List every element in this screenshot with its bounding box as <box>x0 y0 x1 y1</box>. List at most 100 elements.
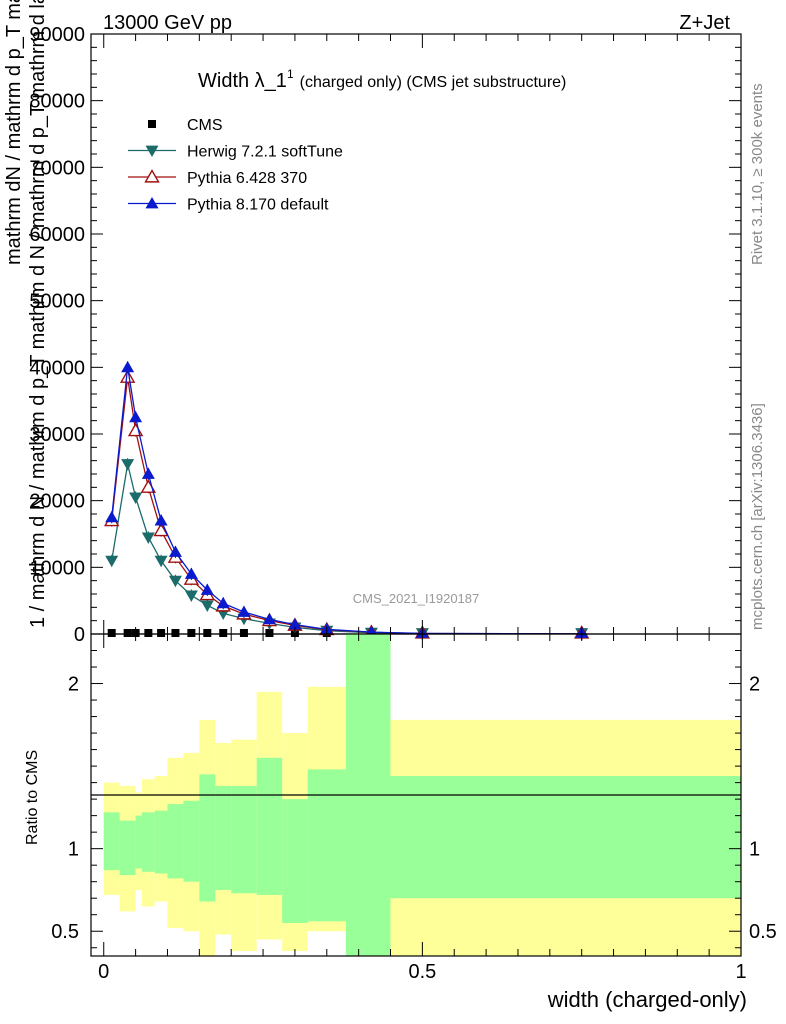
ratio-axis-ticks: 0.5 0.51 12 20 0.5 1 <box>51 634 777 983</box>
x-axis-label: width (charged-only) <box>547 987 747 1012</box>
data-point <box>288 618 302 630</box>
data-point <box>144 629 153 637</box>
data-point <box>168 575 182 588</box>
main-axis-ticks: 0 10000 20000 30000 40000 50000 60000 70000 8000… <box>29 24 742 646</box>
x-tick-label: 0.5 <box>408 961 436 983</box>
analysis-watermark: CMS_2021_I1920187 <box>353 591 480 606</box>
data-point <box>187 629 196 637</box>
main-y-tick-label: 70000 <box>29 157 85 179</box>
data-point <box>184 590 198 602</box>
data-point <box>105 555 119 568</box>
ratio-green-band <box>103 812 120 871</box>
data-point <box>219 629 228 637</box>
series-pythia-6-428-370 <box>104 369 590 640</box>
legend-marker <box>148 120 156 128</box>
ratio-plot-frame <box>90 633 742 957</box>
ratio-green-band <box>215 785 232 890</box>
plot-title: Width λ_11 (charged only) (CMS jet substr… <box>198 67 566 92</box>
legend-marker <box>145 145 159 157</box>
legend-label: Pythia 6.428 370 <box>187 170 307 187</box>
ratio-panel: 0.5 0.51 12 20 0.5 1 Ratio to CMS width (char… <box>24 633 777 1012</box>
plot-title-main: Width λ_1 <box>198 70 287 92</box>
ratio-green-band <box>256 757 283 895</box>
data-point <box>121 360 135 373</box>
ratio-green-band <box>119 820 136 876</box>
ratio-y-tick-label: 2 <box>68 674 79 696</box>
data-point <box>203 629 212 637</box>
header-process-label: Z+Jet <box>679 12 730 34</box>
legend-label: CMS <box>187 117 223 134</box>
legend-label: Herwig 7.2.1 softTune <box>187 144 343 161</box>
main-y-tick-label: 30000 <box>29 424 85 446</box>
main-panel: CMS_2021_I1920187 0 10000 20000 30000 40000 5… <box>3 0 742 646</box>
data-point <box>129 492 143 504</box>
data-point <box>154 555 168 568</box>
ratio-green-band <box>183 800 200 882</box>
ratio-green-band <box>135 815 142 869</box>
ratio-y-tick-label: 0.5 <box>51 921 79 943</box>
ratio-green-band <box>199 774 216 902</box>
ratio-y-tick-label-right: 0.5 <box>749 921 777 943</box>
rivet-version-label: Rivet 3.1.10, ≥ 300k events <box>749 83 766 265</box>
plot-title-superscript: 1 <box>287 67 294 81</box>
data-point <box>119 369 136 383</box>
legend-marker <box>145 197 159 209</box>
series-line <box>111 367 582 635</box>
main-y-axis-label: 1 / mathrm d N / mathrm d p_T mathrm d N… <box>27 0 49 628</box>
ratio-y-axis-label: Ratio to CMS <box>24 750 41 845</box>
data-point <box>200 600 214 612</box>
data-point <box>239 629 248 637</box>
data-point <box>168 545 182 557</box>
legend-entry: CMS <box>148 117 223 134</box>
data-point <box>157 629 166 637</box>
x-tick-label: 0 <box>98 961 109 983</box>
ratio-green-band <box>390 776 741 899</box>
main-y-axis-label-overlap: mathrm dN / mathrm d p_T mathrm d lambda <box>3 0 25 265</box>
series-line <box>111 463 582 635</box>
main-y-tick-label: 60000 <box>29 224 85 246</box>
series-line <box>111 377 582 635</box>
main-series-layer <box>104 360 590 640</box>
legend-entry: Pythia 8.170 default <box>128 197 329 214</box>
ratio-y-tick-label-right: 1 <box>749 839 760 861</box>
data-point <box>171 629 180 637</box>
ratio-green-band <box>167 804 184 879</box>
data-point <box>107 629 116 637</box>
main-y-tick-label: 90000 <box>29 24 85 46</box>
plot-title-rest: (charged only) (CMS jet substructure) <box>300 74 567 91</box>
main-y-tick-label: 40000 <box>29 357 85 379</box>
x-tick-label: 1 <box>735 961 746 983</box>
legend: CMS Herwig 7.2.1 softTune Pythia 6.428 370… <box>128 117 343 214</box>
data-point <box>121 459 135 471</box>
legend-entry: Herwig 7.2.1 softTune <box>128 144 343 161</box>
ratio-band-layer <box>103 634 741 956</box>
data-point <box>216 596 230 609</box>
main-y-tick-label: 0 <box>74 624 85 646</box>
ratio-y-tick-label: 1 <box>68 839 79 861</box>
ratio-green-band <box>154 810 168 874</box>
ratio-green-band <box>307 769 346 922</box>
data-point <box>127 422 144 437</box>
legend-entry: Pythia 6.428 370 <box>128 169 307 187</box>
series-herwig-7-2-1-softtune <box>105 458 589 640</box>
data-point <box>237 605 251 617</box>
main-y-tick-label: 10000 <box>29 557 85 579</box>
main-y-tick-label: 20000 <box>29 491 85 513</box>
main-y-tick-label: 50000 <box>29 291 85 313</box>
data-point <box>184 567 198 579</box>
legend-label: Pythia 8.170 default <box>187 197 329 214</box>
legend-marker <box>144 169 160 183</box>
data-point <box>265 629 274 637</box>
data-point <box>153 522 169 537</box>
header-energy-label: 13000 GeV pp <box>103 12 232 34</box>
ratio-green-band <box>282 799 308 923</box>
mcplots-label: mcplots.cern.ch [arXiv:1306.3436] <box>749 403 766 630</box>
ratio-green-band <box>231 785 257 894</box>
series-pythia-8-170-default <box>105 360 589 640</box>
data-point <box>200 583 214 595</box>
data-point <box>262 612 276 625</box>
data-point <box>154 514 168 526</box>
ratio-y-tick-label-right: 2 <box>749 674 760 696</box>
data-point <box>129 410 143 423</box>
